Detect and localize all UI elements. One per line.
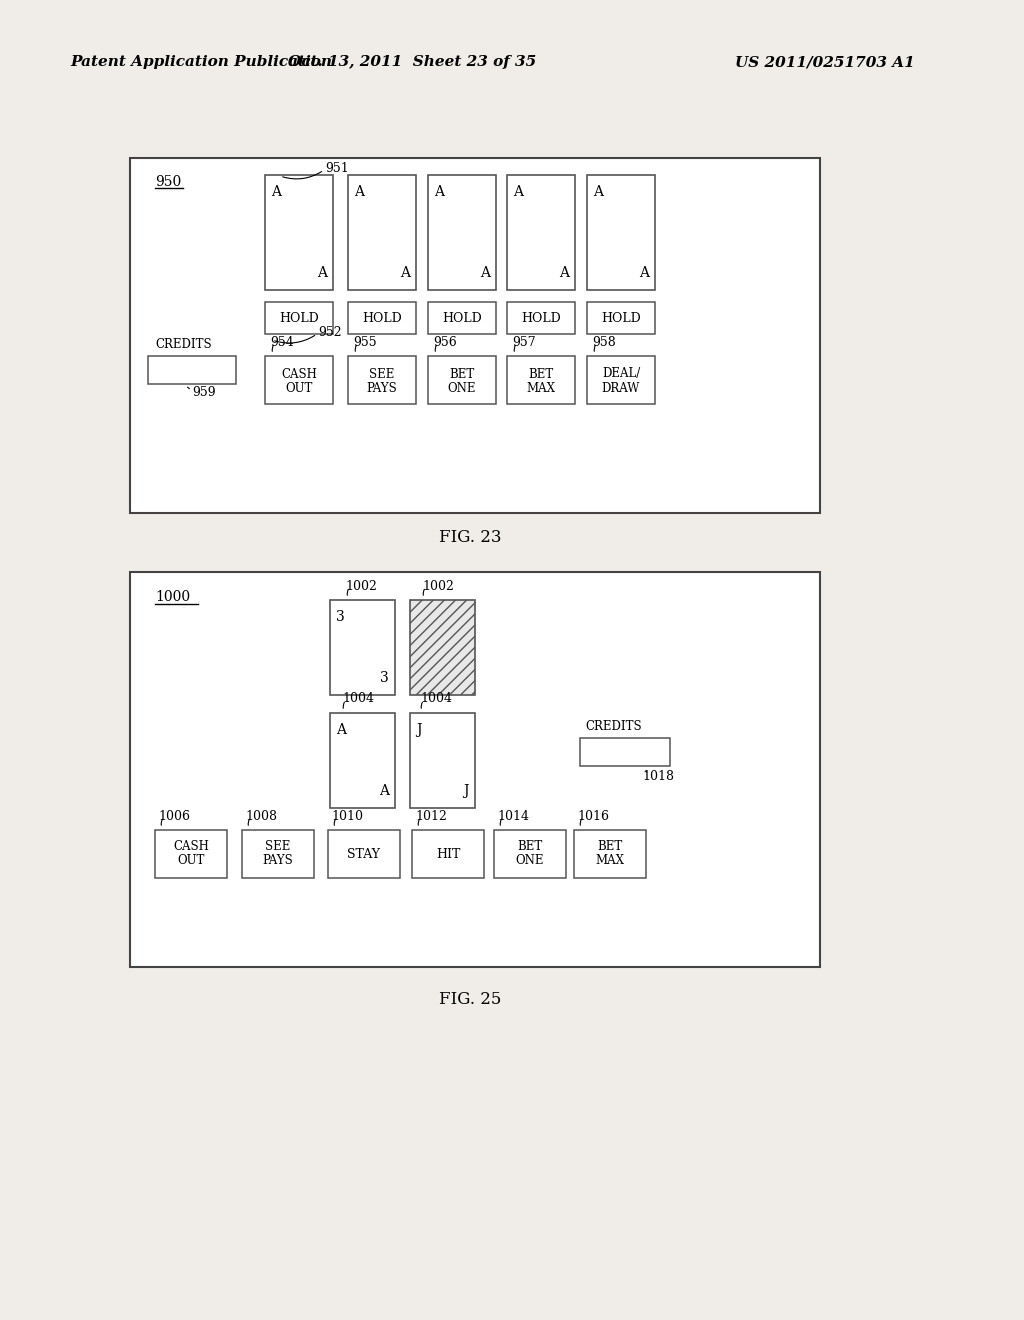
Text: CASH: CASH [173,841,209,854]
Text: 952: 952 [318,326,342,338]
Bar [348,302,416,334]
Text: 956: 956 [433,335,457,348]
Text: A: A [271,185,281,199]
Text: 957: 957 [512,335,536,348]
Text: ONE: ONE [516,854,544,867]
Text: 1010: 1010 [331,809,362,822]
Bar [265,356,333,404]
Text: 1002: 1002 [422,579,454,593]
Text: 950: 950 [155,176,181,189]
Text: 1004: 1004 [420,693,452,705]
Text: BET: BET [597,841,623,854]
Text: 959: 959 [193,385,216,399]
Bar [242,830,314,878]
Text: CASH: CASH [281,367,317,380]
Text: 1018: 1018 [642,770,674,783]
Bar [574,830,646,878]
Bar [412,830,484,878]
Bar [265,302,333,334]
Text: SEE: SEE [370,367,394,380]
Bar [330,713,395,808]
Text: Oct. 13, 2011  Sheet 23 of 35: Oct. 13, 2011 Sheet 23 of 35 [288,55,537,69]
Bar [428,302,496,334]
Text: US 2011/0251703 A1: US 2011/0251703 A1 [735,55,914,69]
Text: HOLD: HOLD [442,312,482,325]
Text: 951: 951 [325,161,349,174]
Text: BET: BET [528,367,554,380]
Bar [155,830,227,878]
Bar [130,572,820,968]
Text: 1002: 1002 [345,579,377,593]
Text: A: A [336,723,346,737]
Text: CREDITS: CREDITS [585,719,642,733]
Bar [410,601,475,696]
Text: ONE: ONE [447,381,476,395]
Text: A: A [317,267,327,280]
Bar [265,176,333,290]
Text: A: A [434,185,444,199]
Text: 3: 3 [380,671,389,685]
Bar [507,176,575,290]
Text: A: A [379,784,389,799]
Text: FIG. 23: FIG. 23 [438,529,502,546]
Text: OUT: OUT [177,854,205,867]
Bar [587,176,655,290]
Text: A: A [639,267,649,280]
Text: 1014: 1014 [497,809,529,822]
Text: MAX: MAX [526,381,555,395]
Bar [507,356,575,404]
Text: PAYS: PAYS [367,381,397,395]
Bar [587,302,655,334]
Text: 954: 954 [270,335,294,348]
Text: A: A [400,267,410,280]
Text: A: A [354,185,364,199]
Text: J: J [464,784,469,799]
Text: 958: 958 [592,335,615,348]
Text: 1004: 1004 [342,693,374,705]
Bar [348,176,416,290]
Text: 1016: 1016 [577,809,609,822]
Bar [428,176,496,290]
Text: A: A [513,185,523,199]
Bar [587,356,655,404]
Bar [410,713,475,808]
Text: 1006: 1006 [158,809,190,822]
Text: 3: 3 [336,610,345,624]
Text: 1000: 1000 [155,590,190,605]
Text: FIG. 25: FIG. 25 [439,991,501,1008]
Text: PAYS: PAYS [262,854,293,867]
Text: BET: BET [450,367,475,380]
Bar [494,830,566,878]
Text: DEAL/: DEAL/ [602,367,640,380]
Bar [330,601,395,696]
Bar [148,356,236,384]
Text: HIT: HIT [436,847,460,861]
Bar [130,158,820,513]
Text: SEE: SEE [265,841,291,854]
Text: BET: BET [517,841,543,854]
Bar [580,738,670,766]
Text: HOLD: HOLD [362,312,401,325]
Text: HOLD: HOLD [601,312,641,325]
Bar [328,830,400,878]
Bar [507,302,575,334]
Text: Patent Application Publication: Patent Application Publication [70,55,332,69]
Text: J: J [416,723,422,737]
Text: STAY: STAY [347,847,381,861]
Text: OUT: OUT [286,381,312,395]
Bar [348,356,416,404]
Text: 1012: 1012 [415,809,446,822]
Text: 955: 955 [353,335,377,348]
Text: MAX: MAX [596,854,625,867]
Text: DRAW: DRAW [602,381,640,395]
Text: 1008: 1008 [245,809,278,822]
Text: A: A [480,267,490,280]
Text: A: A [593,185,603,199]
Text: HOLD: HOLD [521,312,561,325]
Text: HOLD: HOLD [280,312,318,325]
Bar [428,356,496,404]
Text: A: A [559,267,569,280]
Text: CREDITS: CREDITS [155,338,212,351]
